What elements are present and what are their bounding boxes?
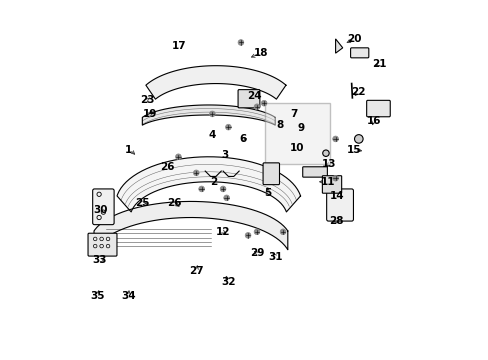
FancyBboxPatch shape (322, 176, 341, 193)
Polygon shape (94, 202, 287, 250)
Text: 31: 31 (268, 252, 283, 262)
Circle shape (224, 195, 229, 201)
FancyBboxPatch shape (302, 167, 326, 177)
Circle shape (254, 229, 259, 235)
Text: 27: 27 (188, 266, 203, 276)
Text: 33: 33 (92, 255, 107, 265)
FancyBboxPatch shape (238, 90, 259, 108)
Text: 6: 6 (239, 134, 246, 144)
Text: 24: 24 (247, 91, 261, 101)
Polygon shape (117, 157, 300, 212)
FancyBboxPatch shape (93, 189, 114, 225)
Circle shape (332, 136, 338, 142)
Text: 15: 15 (346, 145, 361, 155)
FancyBboxPatch shape (88, 233, 117, 256)
Text: 17: 17 (172, 41, 186, 51)
Text: 28: 28 (329, 216, 343, 226)
Polygon shape (335, 39, 342, 53)
Circle shape (193, 170, 199, 176)
Text: 8: 8 (275, 120, 283, 130)
Text: 35: 35 (90, 291, 104, 301)
Text: 32: 32 (221, 277, 235, 287)
FancyBboxPatch shape (263, 163, 279, 185)
Polygon shape (145, 66, 285, 99)
Text: 12: 12 (215, 227, 230, 237)
FancyBboxPatch shape (326, 189, 353, 221)
Circle shape (209, 111, 215, 117)
Text: 26: 26 (167, 198, 182, 208)
Text: 34: 34 (121, 291, 136, 301)
Circle shape (225, 124, 231, 130)
Text: 25: 25 (135, 198, 150, 208)
Circle shape (175, 154, 181, 159)
Text: 13: 13 (322, 159, 336, 169)
Circle shape (280, 229, 285, 235)
Circle shape (220, 186, 225, 192)
FancyBboxPatch shape (350, 48, 368, 58)
Text: 9: 9 (297, 123, 304, 133)
Text: 19: 19 (142, 109, 157, 119)
Text: 3: 3 (221, 150, 228, 160)
Circle shape (238, 40, 244, 45)
Text: 1: 1 (124, 145, 132, 155)
Circle shape (332, 175, 338, 181)
Text: 14: 14 (329, 191, 343, 201)
Text: 18: 18 (253, 48, 267, 58)
Text: 29: 29 (249, 248, 264, 258)
Text: 10: 10 (289, 143, 304, 153)
Circle shape (244, 233, 250, 238)
Bar (264, 103, 329, 164)
Text: 5: 5 (264, 188, 271, 198)
Text: 30: 30 (94, 205, 108, 215)
Text: 22: 22 (350, 87, 365, 98)
Text: 4: 4 (208, 130, 216, 140)
Text: 21: 21 (371, 59, 386, 69)
Text: 7: 7 (289, 109, 297, 119)
Text: 26: 26 (160, 162, 175, 172)
Circle shape (254, 104, 259, 110)
FancyBboxPatch shape (366, 100, 389, 117)
Circle shape (261, 100, 266, 106)
Text: 2: 2 (210, 177, 217, 187)
Circle shape (198, 186, 204, 192)
Text: 20: 20 (346, 34, 361, 44)
Polygon shape (142, 105, 275, 125)
Circle shape (322, 150, 328, 157)
Text: 11: 11 (321, 177, 335, 187)
Text: 16: 16 (366, 116, 380, 126)
Circle shape (354, 135, 363, 143)
Text: 23: 23 (140, 95, 154, 105)
